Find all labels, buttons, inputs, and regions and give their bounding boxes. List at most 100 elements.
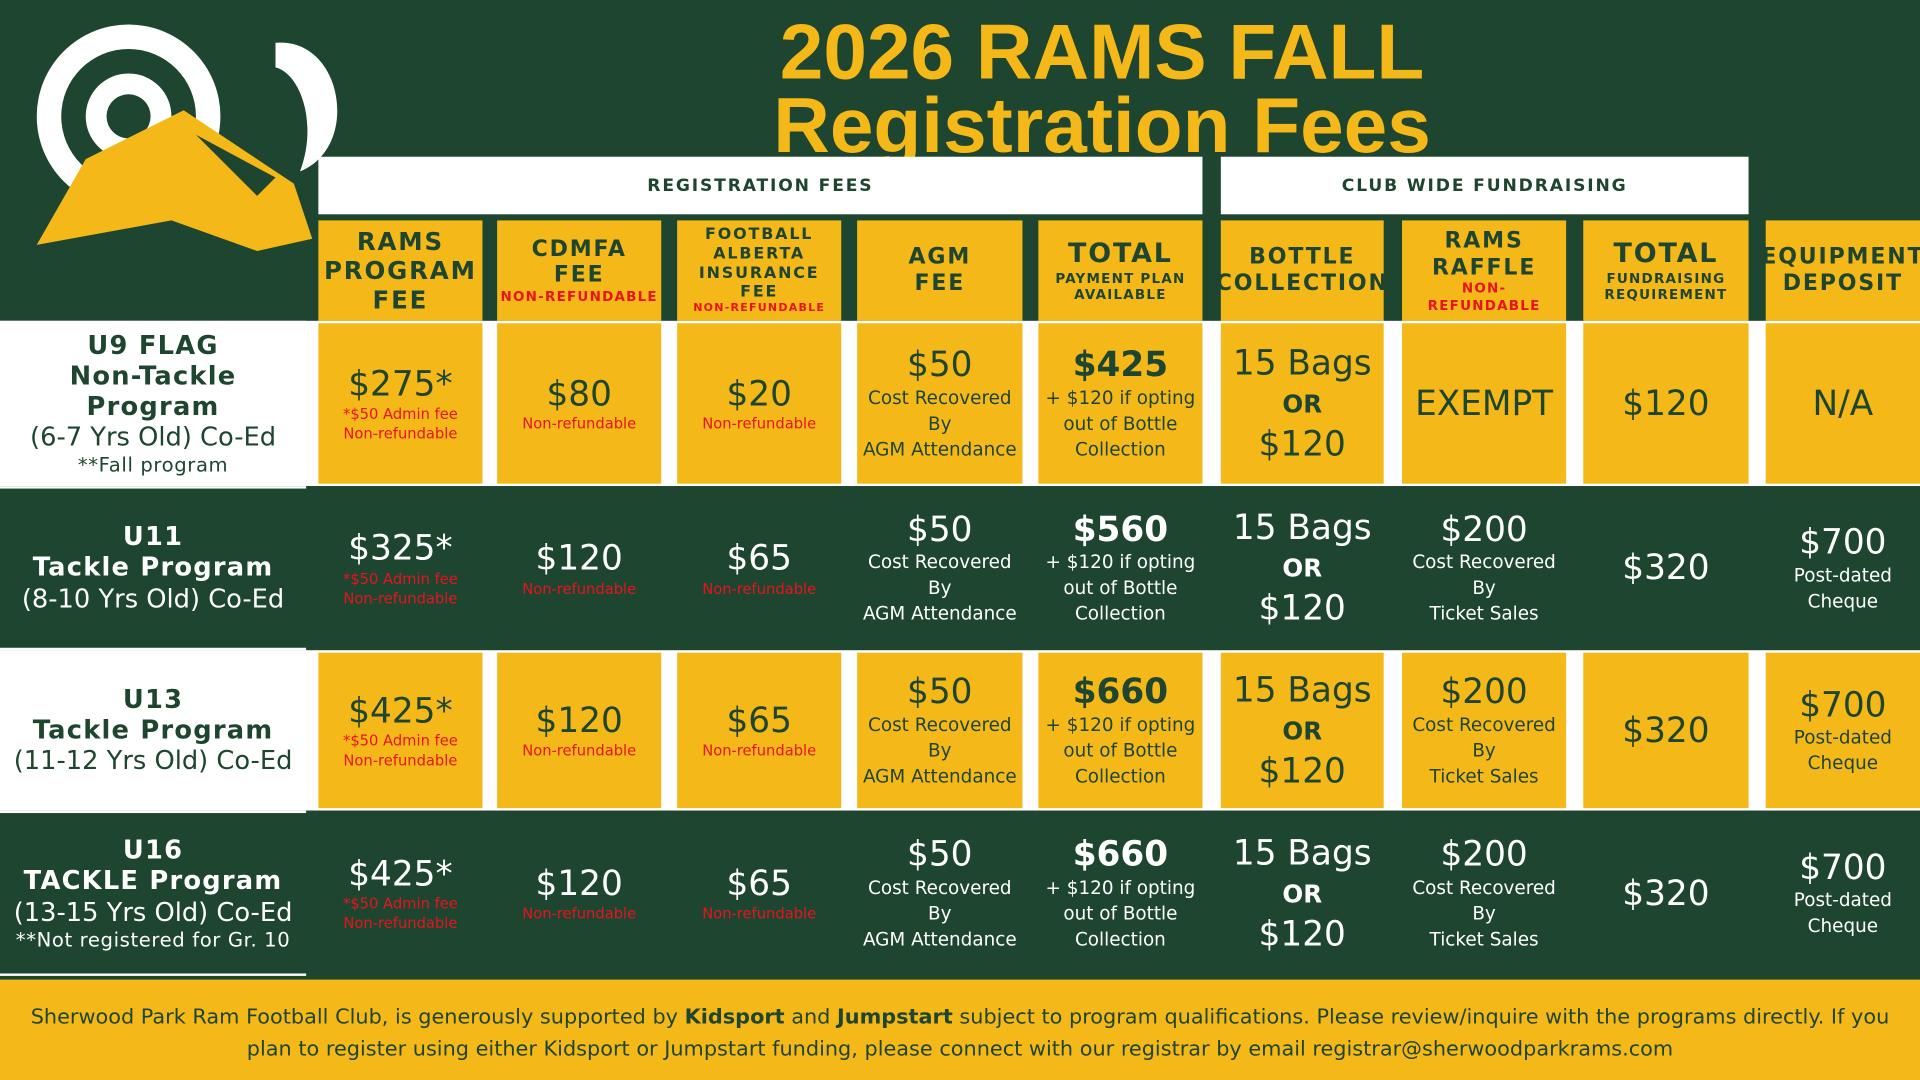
column-title: COLLECTION — [1215, 270, 1389, 297]
fee-detail: Collection — [1074, 438, 1166, 461]
label-line: (8-10 Yrs Old) Co-Ed — [21, 583, 285, 613]
fee-detail: out of Bottle — [1063, 412, 1178, 435]
fee-detail: Post-dated — [1793, 726, 1892, 749]
column-subtitle: AVAILABLE — [1074, 286, 1167, 303]
fee-note: Non-refundable — [522, 580, 637, 598]
fee-amount: $120 — [1622, 382, 1710, 424]
footer-text: and — [784, 1005, 838, 1030]
fee-detail: By — [1472, 739, 1496, 762]
fee-amount: $50 — [907, 671, 973, 712]
fee-cell: $80 Non-refundable — [497, 323, 662, 484]
title-line: Registration Fees — [773, 80, 1431, 169]
column-title: PROGRAM — [324, 255, 477, 286]
column-note: REFUNDABLE — [1427, 297, 1541, 313]
fee-amount: $325* — [348, 528, 453, 569]
fee-amount: $200 — [1440, 509, 1528, 550]
fee-amount: $320 — [1622, 872, 1710, 914]
label-line: Non-Tackle Program — [69, 360, 237, 422]
fee-detail: By — [928, 902, 952, 925]
fee-note: Non-refundable — [343, 752, 458, 770]
fee-detail: + $120 if opting — [1045, 713, 1196, 736]
fee-cell: $120 — [1583, 323, 1749, 484]
fee-amount: $65 — [726, 537, 792, 579]
column-title: RAFFLE — [1431, 254, 1537, 281]
footer-text: Sherwood Park Ram Football Club, is gene… — [30, 1005, 685, 1030]
fee-detail: Collection — [1074, 602, 1166, 625]
fee-cell: $120 Non-refundable — [497, 652, 662, 809]
fee-amount: $275* — [348, 363, 453, 404]
fee-cell: $560 + $120 if opting out of Bottle Collect… — [1038, 488, 1203, 648]
column-title: FOOTBALL — [705, 225, 814, 245]
fee-amount: $50 — [907, 344, 973, 385]
fee-amount: $320 — [1622, 547, 1710, 589]
label-line: (6-7 Yrs Old) Co-Ed — [30, 422, 277, 452]
fee-amount: N/A — [1812, 382, 1874, 424]
footer-text: subject to program qualifications. Pleas… — [246, 1005, 1890, 1062]
column-header: RAMS PROGRAM FEE — [318, 220, 483, 321]
column-header: FOOTBALL ALBERTA INSURANCE FEE NON-REFUNDAB… — [677, 220, 842, 321]
fee-detail: Cost Recovered — [868, 713, 1012, 736]
fee-detail: Cost Recovered — [1412, 713, 1556, 736]
column-header: EQUIPMENT DEPOSIT — [1761, 220, 1920, 321]
fee-detail: By — [928, 412, 952, 435]
row-label: U9 FLAG Non-Tackle Program (6-7 Yrs Old) C… — [0, 320, 307, 487]
fee-cell: $50 Cost Recovered By AGM Attendance — [857, 323, 1023, 484]
fee-note: *$50 Admin fee — [342, 570, 458, 588]
fee-cell: $700 Post-dated Cheque — [1765, 652, 1920, 809]
title-line: 2026 RAMS FALL — [779, 7, 1425, 96]
fee-note: *$50 Admin fee — [342, 732, 458, 750]
label-line: Tackle Program — [32, 714, 274, 745]
fee-detail: Post-dated — [1793, 564, 1892, 587]
column-header: TOTAL PAYMENT PLAN AVAILABLE — [1038, 220, 1203, 321]
fee-amount: 15 Bags — [1232, 832, 1372, 873]
fee-amount: 15 Bags — [1232, 342, 1372, 384]
label-line: **Fall program — [77, 453, 229, 477]
fee-note: Non-refundable — [702, 905, 817, 923]
group-header: REGISTRATION FEES — [318, 156, 1203, 215]
column-header: RAMS RAFFLE NON- REFUNDABLE — [1402, 220, 1567, 321]
fee-note: *$50 Admin fee — [342, 405, 458, 423]
fee-cell: $325* *$50 Admin fee Non-refundable — [318, 488, 483, 648]
fee-cell: $65 Non-refundable — [677, 488, 842, 648]
fee-detail: Cheque — [1807, 589, 1879, 612]
fee-amount: $120 — [535, 862, 623, 904]
fee-cell: 15 Bags OR $120 — [1220, 488, 1384, 648]
fee-amount: $80 — [546, 373, 612, 414]
row-label: U13 Tackle Program (11-12 Yrs Old) Co-Ed — [0, 650, 307, 811]
fee-note: Non-refundable — [343, 915, 458, 933]
fee-detail: AGM Attendance — [862, 438, 1017, 461]
fee-amount: $50 — [907, 509, 973, 550]
fee-cell: $120 Non-refundable — [497, 488, 662, 648]
column-title: FEE — [553, 262, 605, 289]
fee-note: Non-refundable — [522, 905, 637, 923]
label-line: TACKLE Program — [23, 866, 283, 896]
fee-detail: out of Bottle — [1063, 739, 1178, 762]
fee-note: Non-refundable — [522, 415, 637, 433]
label-line: **Not registered for Gr. 10 — [15, 927, 291, 952]
column-title: ALBERTA — [713, 244, 806, 264]
fee-detail: By — [928, 577, 952, 600]
column-title: INSURANCE FEE — [698, 263, 820, 302]
fee-cell: $20 Non-refundable — [677, 323, 842, 484]
fee-cell: $700 Post-dated Cheque — [1765, 813, 1920, 974]
fee-cell: N/A — [1765, 323, 1920, 484]
fee-amount: $200 — [1440, 834, 1528, 875]
column-title: CDMFA — [531, 236, 627, 262]
fee-detail: Post-dated — [1793, 889, 1892, 912]
fee-amount: $65 — [726, 862, 792, 904]
fee-or: OR — [1282, 388, 1323, 419]
fee-amount: $65 — [726, 700, 792, 741]
fee-detail: + $120 if opting — [1045, 551, 1196, 574]
fee-cell: $320 — [1583, 488, 1749, 648]
fee-detail: By — [1472, 902, 1496, 925]
fee-amount: $425* — [348, 853, 453, 894]
fee-detail: Cost Recovered — [868, 551, 1012, 574]
column-title: AGM — [908, 244, 972, 270]
fee-amount: $20 — [726, 373, 792, 414]
column-header: AGM FEE — [857, 220, 1023, 321]
fee-amount: $50 — [907, 834, 973, 875]
fee-amount: $200 — [1440, 671, 1528, 712]
column-title: RAMS — [356, 226, 444, 256]
column-title: FEE — [914, 270, 966, 297]
